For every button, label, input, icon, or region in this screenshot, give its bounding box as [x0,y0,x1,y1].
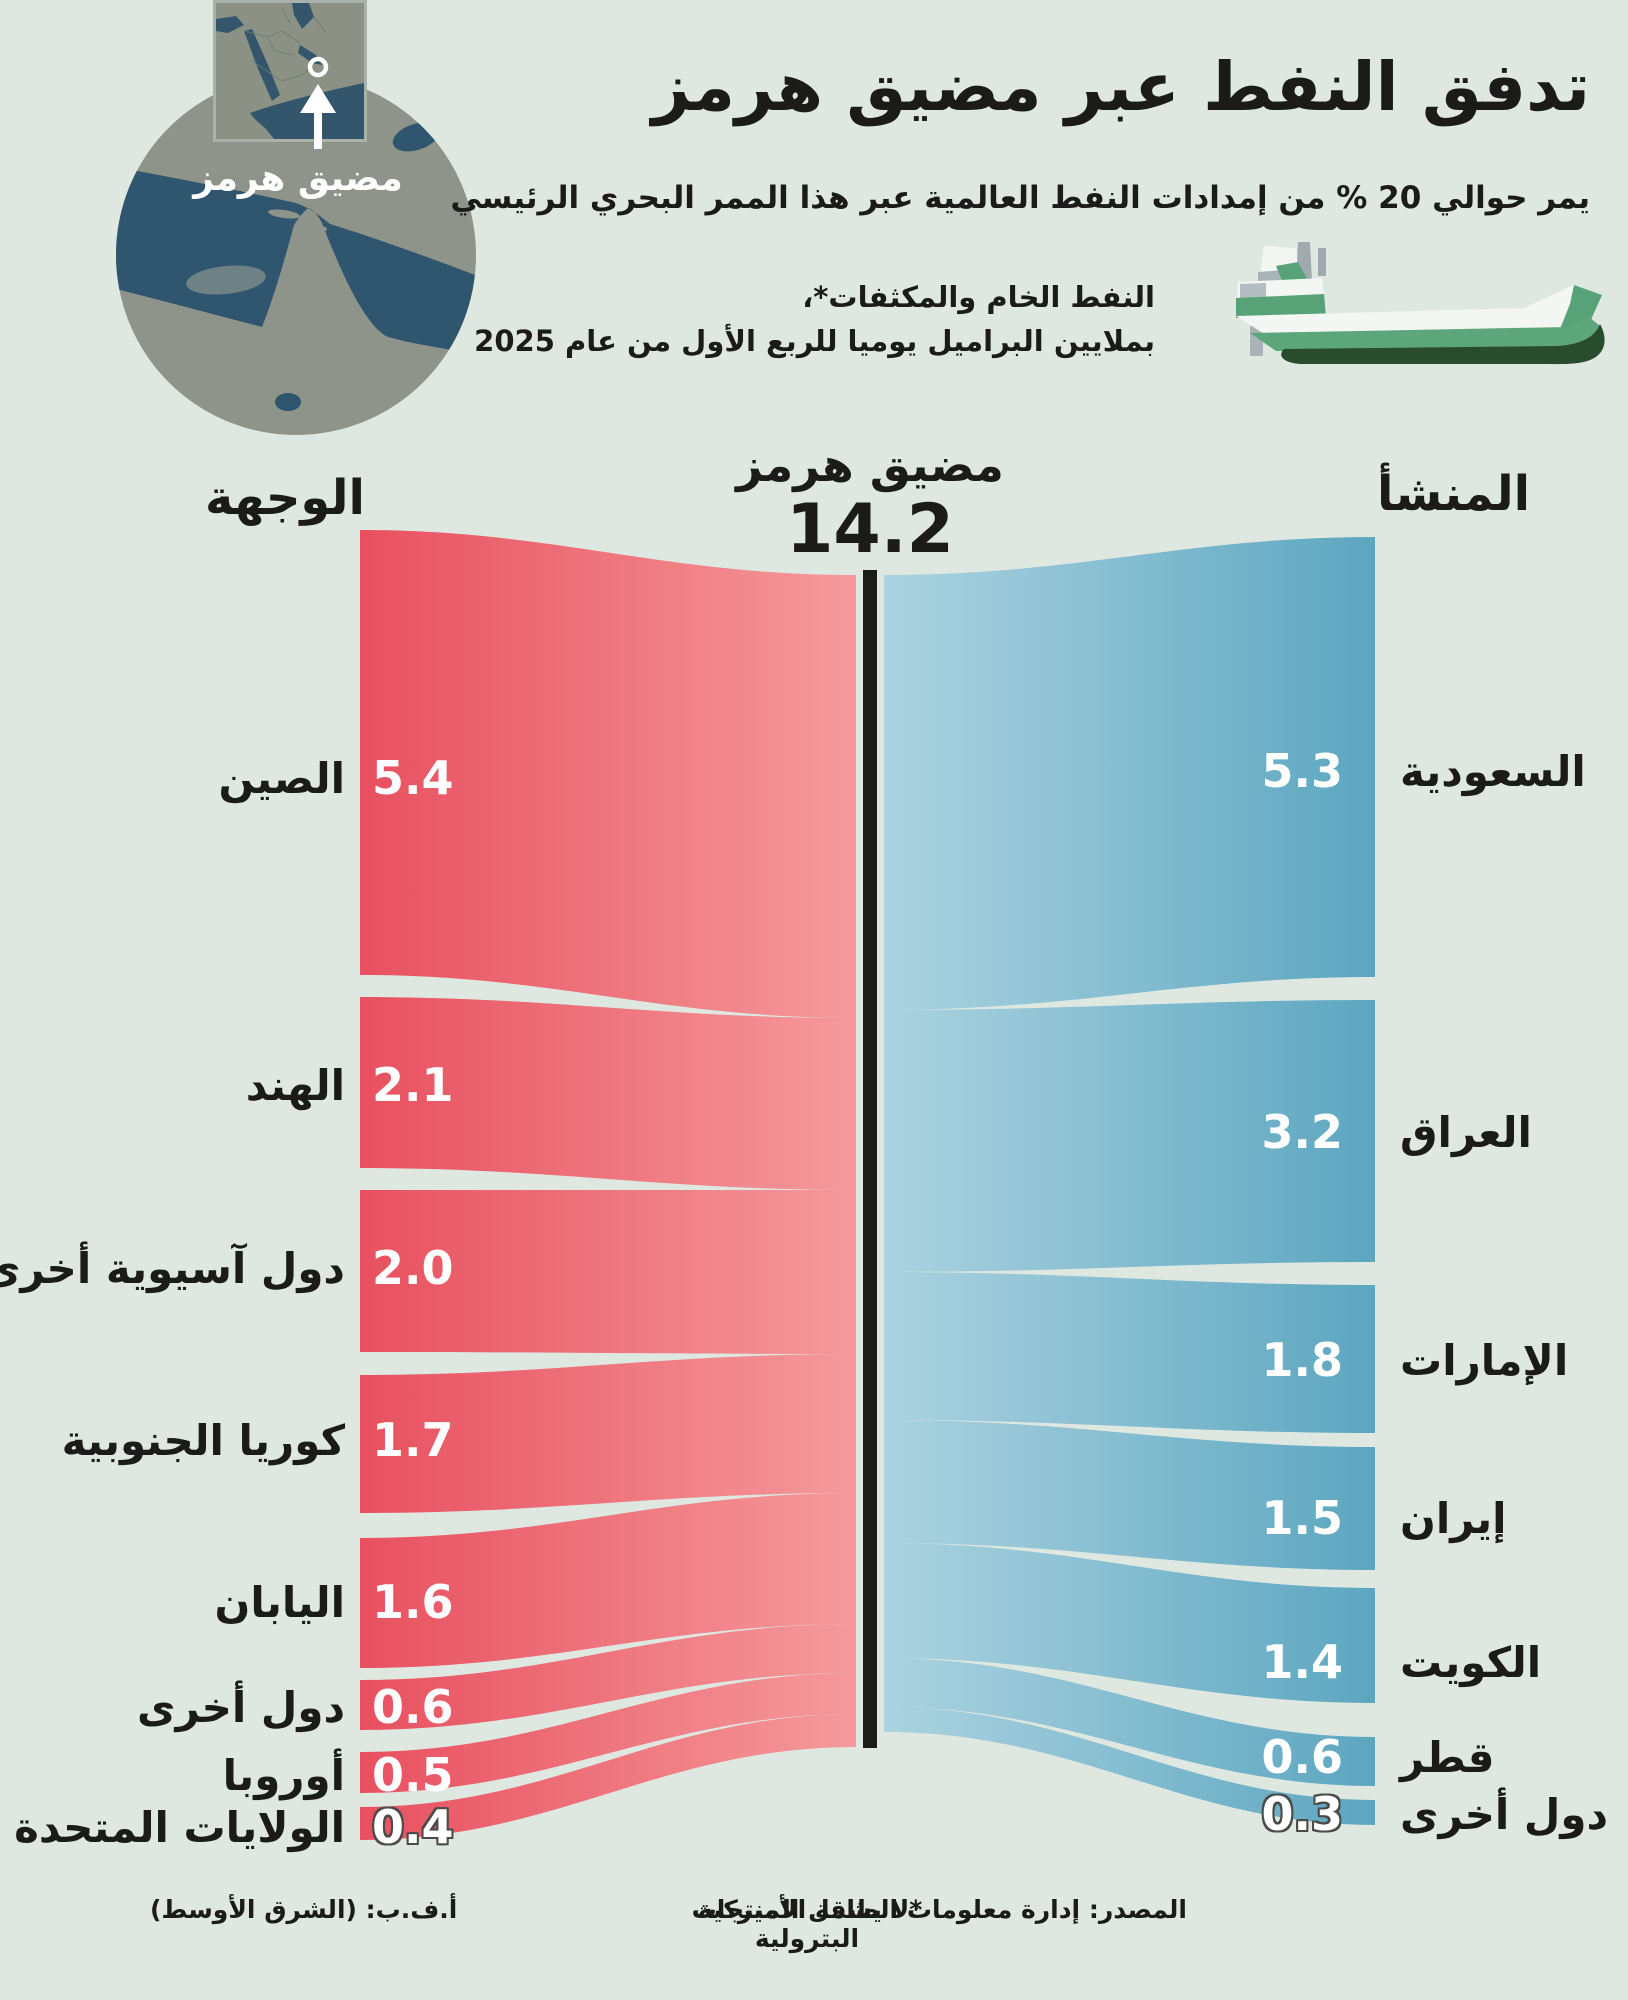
flow-destination-south-korea [360,1354,856,1513]
dest-value-china: 5.4 [372,751,454,805]
page-subtitle: يمر حوالي 20 % من إمدادات النفط العالمية… [450,180,1590,216]
map-island [315,226,327,232]
origin-value-kuwait: 1.4 [1261,1635,1344,1689]
map-island-qeshm [268,209,300,219]
dest-label-europe: أوروبا [222,1750,345,1800]
flow-origin-iran [884,1420,1375,1570]
footer-credit: أ.ف.ب: (الشرق الأوسط) [150,1895,458,1924]
dest-value-other: 0.6 [372,1680,454,1734]
dest-label-other-asia: دول آسيوية أخرى [0,1243,345,1293]
origin-label-other: دول أخرى [1400,1789,1609,1839]
flow-destination-usa [360,1714,856,1840]
inset-sea-caspian [292,3,314,29]
flow-origin-iraq [884,1000,1375,1272]
strait-divider-bar [863,570,877,1748]
flow-destination-india [360,997,856,1190]
origin-value-uae: 1.8 [1261,1333,1344,1387]
map-sea [116,167,476,355]
dest-label-south-korea: كوريا الجنوبية [61,1415,345,1465]
flow-destination-europe [360,1673,856,1793]
dest-value-europe: 0.5 [372,1748,454,1802]
unit-note: النفط الخام والمكثفات*، بملايين البراميل… [474,276,1155,363]
strait-pointer [300,56,336,149]
origin-label-uae: الإمارات [1400,1335,1569,1385]
strait-ring-marker [307,56,329,78]
origin-label-iran: إيران [1400,1493,1507,1543]
dest-value-india: 2.1 [372,1058,454,1112]
dest-label-china: الصين [218,753,346,803]
flow-destination-japan [360,1493,856,1668]
arrow-up-icon [300,84,336,113]
dest-label-other: دول أخرى [136,1682,345,1732]
flow-origin-qatar [884,1658,1375,1786]
dest-label-india: الهند [245,1060,345,1110]
footer-source: المصدر: إدارة معلومات الطاقة الأميركية [697,1895,1187,1924]
dest-value-south-korea: 1.7 [372,1413,454,1467]
origin-label-kuwait: الكويت [1400,1637,1542,1687]
arrow-shaft [314,111,322,149]
destination-flows [360,530,856,1840]
origin-flows [884,537,1375,1825]
oil-tanker-icon [1236,242,1605,365]
hormuz-map-art [116,122,476,411]
flow-destination-other [360,1624,856,1730]
dest-value-other-asia: 2.0 [372,1241,454,1295]
dest-label-usa: الولايات المتحدة [14,1802,345,1852]
inset-sea-mediterranean [216,16,244,33]
origin-value-qatar: 0.6 [1261,1730,1344,1784]
origin-label-saudi-arabia: السعودية [1400,746,1586,796]
inset-borders [243,8,327,82]
map-bay [275,393,301,411]
inset-land-africa-horn [234,115,274,139]
dest-label-japan: اليابان [214,1577,345,1627]
center-node-label: مضيق هرمز [736,438,1004,492]
page-title: تدفق النفط عبر مضيق هرمز [651,48,1590,126]
flow-origin-uae [884,1272,1375,1433]
origin-value-iraq: 3.2 [1261,1105,1344,1159]
origin-value-iran: 1.5 [1261,1491,1344,1545]
inset-sea-red-sea [244,29,280,101]
origin-label-qatar: قطر [1400,1732,1495,1782]
flow-origin-other [884,1707,1375,1825]
origin-label-iraq: العراق [1400,1107,1532,1157]
flow-destination-other-asia [360,1190,856,1354]
origin-value-other: 0.3 [1261,1787,1344,1841]
flow-origin-saudi-arabia [884,537,1375,1010]
origin-value-saudi-arabia: 5.3 [1261,744,1344,798]
dest-value-usa: 0.4 [372,1800,454,1854]
flow-origin-kuwait [884,1543,1375,1703]
map-desert-patch [186,265,266,295]
unit-note-line1: النفط الخام والمكثفات*، [802,280,1155,314]
origins-header: المنشأ [1377,466,1531,522]
flow-destination-china [360,530,856,1018]
destinations-header: الوجهة [205,470,365,526]
unit-note-line2: بملايين البراميل يوميا للربع الأول من عا… [474,323,1155,358]
footer-footnote: *لا يشمل المنتجات البترولية [691,1895,923,1953]
dest-value-japan: 1.6 [372,1575,454,1629]
center-node-total: 14.2 [786,490,954,569]
map-strait-label: مضيق هرمز [193,158,403,199]
